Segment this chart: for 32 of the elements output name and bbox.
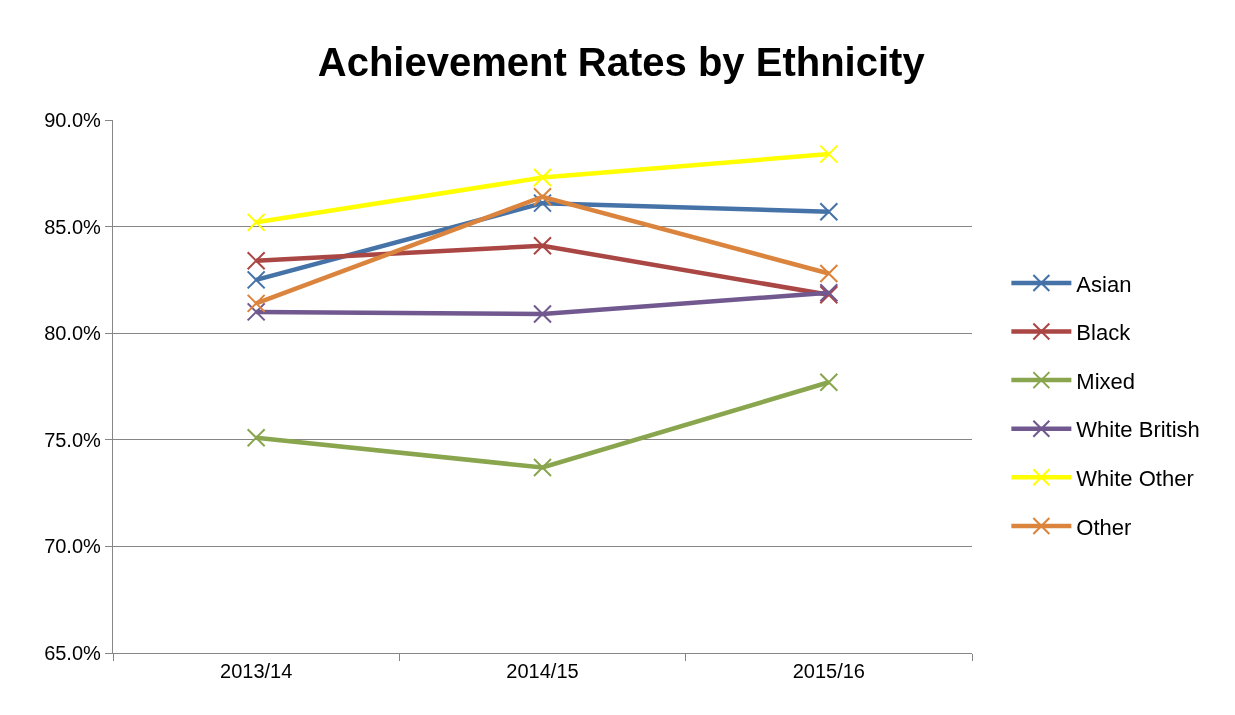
legend-label: Other (1076, 514, 1132, 540)
point (533, 458, 552, 478)
legend-label: Black (1076, 320, 1132, 346)
point (819, 144, 839, 164)
point (533, 236, 552, 256)
point (533, 187, 552, 207)
point (246, 212, 266, 232)
point (819, 202, 839, 222)
x-tick-label: 2015/16 (792, 660, 865, 683)
x-tick-label: 2014/15 (506, 660, 579, 683)
legend-label: White Other (1076, 465, 1194, 491)
y-tick-label: 80.0% (44, 322, 102, 345)
point (246, 251, 266, 271)
y-tick-label: 65.0% (44, 642, 102, 664)
legend-label: Mixed (1076, 368, 1136, 394)
point (246, 293, 266, 313)
chart-title: Achievement Rates by Ethnicity (317, 40, 926, 84)
point (819, 264, 839, 283)
point (533, 168, 552, 188)
point (533, 304, 552, 324)
y-tick-label: 85.0% (44, 215, 102, 238)
point (246, 428, 266, 448)
legend-label: Asian (1076, 271, 1132, 297)
legend-label: White British (1076, 417, 1200, 443)
point (246, 270, 266, 290)
x-tick-label: 2013/14 (220, 660, 293, 683)
point (533, 193, 552, 213)
y-tick-label: 75.0% (44, 428, 102, 451)
y-tick-label: 90.0% (44, 109, 102, 131)
point (819, 372, 839, 392)
y-tick-label: 70.0% (44, 535, 102, 558)
point (246, 302, 266, 322)
